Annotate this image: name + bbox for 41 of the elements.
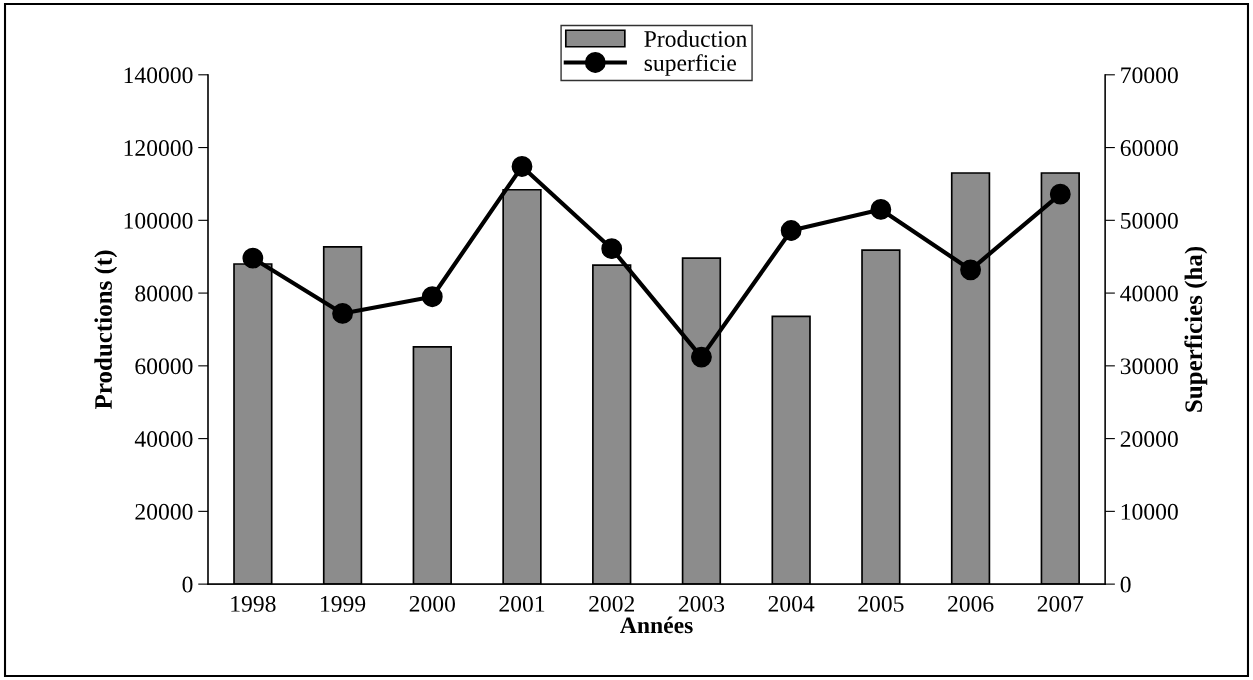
x-tick-label: 1999 — [321, 595, 366, 612]
y-tick-label: 20000 — [135, 503, 193, 520]
x-tick-label: 2004 — [768, 595, 815, 612]
point — [960, 259, 981, 281]
y2-tick-label: 30000 — [1120, 358, 1178, 375]
y-tick-label: 100000 — [124, 212, 193, 229]
legend-label: superficie — [644, 54, 736, 76]
y-tick-label: 60000 — [135, 358, 193, 375]
point — [870, 198, 892, 220]
y2-tick-label: 0 — [1120, 576, 1131, 593]
y2-tick-label: 40000 — [1120, 285, 1178, 302]
y2-tick-label: 20000 — [1120, 431, 1178, 448]
y-tick-label: 140000 — [124, 67, 193, 84]
x-tick-label: 2003 — [678, 595, 725, 612]
y2-tick-label: 60000 — [1120, 140, 1178, 156]
point — [691, 346, 712, 368]
y-tick-label: 80000 — [135, 285, 193, 302]
point — [421, 286, 443, 308]
point — [511, 156, 533, 177]
y2-tick-label: 50000 — [1121, 212, 1178, 229]
x-tick-label: 2002 — [589, 595, 635, 612]
x-tick-label: 2005 — [858, 595, 904, 612]
x-tick-label: 2001 — [499, 595, 545, 612]
point — [1049, 183, 1071, 205]
point — [601, 238, 623, 260]
y2-axis-title: Superficies (ha) — [1184, 246, 1208, 412]
point — [780, 220, 802, 241]
y2-tick-label: 70000 — [1121, 67, 1178, 84]
point — [242, 247, 264, 269]
y-tick-label: 120000 — [124, 140, 193, 156]
y-axis-title: Productions (t) — [94, 250, 118, 410]
y-tick-label: 0 — [182, 576, 193, 593]
x-tick-label: 1998 — [231, 595, 276, 612]
x-tick-label: 2007 — [1037, 595, 1084, 612]
x-tick-label: 2006 — [948, 595, 994, 612]
y2-tick-label: 10000 — [1121, 503, 1178, 520]
legend-label: Production — [644, 30, 747, 47]
y-tick-label: 40000 — [134, 431, 193, 448]
x-axis-title: Années — [620, 616, 693, 634]
x-tick-label: 2000 — [409, 595, 455, 612]
point — [332, 303, 353, 324]
